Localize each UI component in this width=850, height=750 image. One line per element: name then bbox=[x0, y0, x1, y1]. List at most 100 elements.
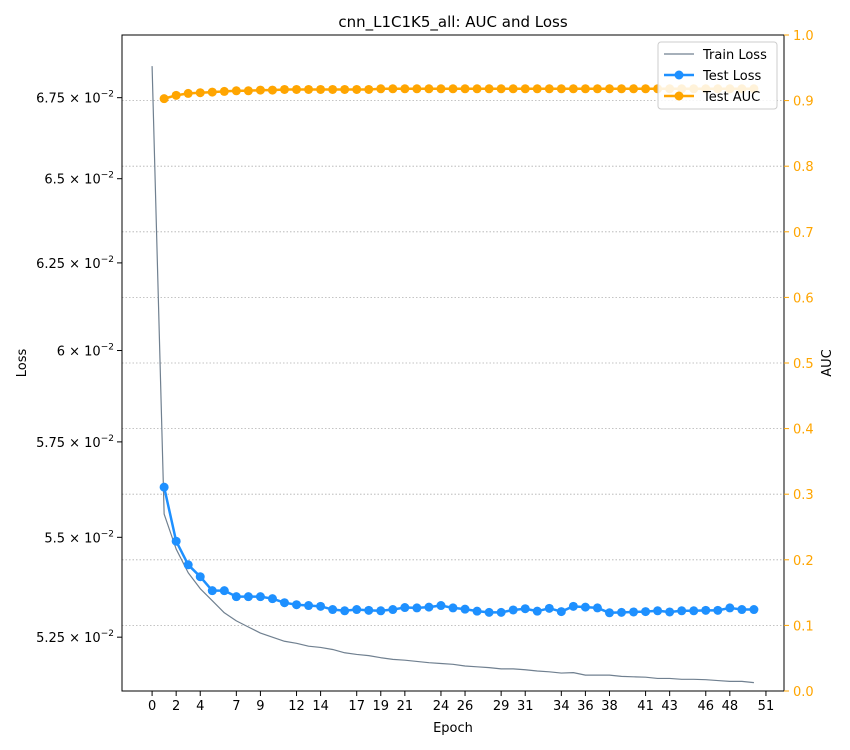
data-point-test-auc bbox=[255, 85, 265, 95]
data-point-test-loss bbox=[496, 607, 506, 617]
data-point-test-loss bbox=[376, 606, 386, 616]
data-point-test-loss bbox=[641, 607, 651, 617]
data-point-test-auc bbox=[376, 84, 386, 94]
data-point-test-auc bbox=[460, 84, 470, 94]
right-tick-label: 0.7 bbox=[793, 226, 814, 241]
data-point-test-loss bbox=[677, 606, 687, 616]
data-point-test-loss bbox=[304, 601, 314, 611]
data-point-test-auc bbox=[316, 84, 326, 94]
x-tick-label: 7 bbox=[232, 699, 240, 714]
data-point-test-auc bbox=[641, 84, 651, 94]
data-point-test-loss bbox=[689, 606, 699, 616]
data-point-test-auc bbox=[520, 84, 530, 94]
data-point-test-auc bbox=[231, 86, 241, 96]
data-point-test-loss bbox=[207, 586, 217, 596]
data-point-test-auc bbox=[364, 84, 374, 94]
data-point-test-auc bbox=[556, 84, 566, 94]
data-point-test-loss bbox=[544, 603, 554, 613]
data-point-test-loss bbox=[412, 603, 422, 613]
x-tick-label: 51 bbox=[758, 699, 775, 714]
data-point-test-loss bbox=[267, 594, 277, 604]
data-point-test-loss bbox=[279, 598, 289, 608]
x-tick-label: 2 bbox=[172, 699, 180, 714]
data-point-test-loss bbox=[484, 607, 494, 617]
data-point-test-auc bbox=[412, 84, 422, 94]
data-point-test-auc bbox=[424, 84, 434, 94]
left-y-axis-label: Loss bbox=[15, 349, 30, 378]
x-tick-label: 31 bbox=[517, 699, 534, 714]
data-point-test-auc bbox=[508, 84, 518, 94]
data-point-test-loss bbox=[460, 604, 470, 614]
data-point-test-loss bbox=[604, 608, 614, 618]
data-point-test-auc bbox=[544, 84, 554, 94]
data-point-test-auc bbox=[171, 90, 181, 100]
data-point-test-loss bbox=[316, 601, 326, 611]
right-tick-label: 0.3 bbox=[793, 488, 814, 503]
legend-marker-test-loss bbox=[674, 70, 684, 80]
data-point-test-auc bbox=[328, 84, 338, 94]
data-point-test-auc bbox=[388, 84, 398, 94]
data-point-test-loss bbox=[364, 605, 374, 615]
data-point-test-loss bbox=[653, 606, 663, 616]
series-layer bbox=[151, 66, 759, 684]
legend-marker-test-auc bbox=[674, 91, 684, 101]
right-y-axis: 0.0 0.1 0.2 0.3 0.4 0.5 0.6 0.7 0.8 0.9 1.0 bbox=[784, 29, 814, 700]
data-point-test-auc bbox=[448, 84, 458, 94]
x-tick-label: 9 bbox=[256, 699, 264, 714]
x-axis-label: Epoch bbox=[433, 721, 473, 736]
data-point-test-auc bbox=[267, 85, 277, 95]
x-tick-label: 43 bbox=[661, 699, 678, 714]
data-point-test-loss bbox=[436, 601, 446, 611]
data-point-test-auc bbox=[604, 84, 614, 94]
data-point-test-loss bbox=[665, 607, 675, 617]
right-tick-label: 0.4 bbox=[793, 423, 814, 438]
data-point-test-auc bbox=[617, 84, 627, 94]
series-line-train-loss bbox=[151, 66, 754, 684]
data-point-test-auc bbox=[568, 84, 578, 94]
data-point-test-loss bbox=[725, 603, 735, 613]
x-tick-label: 0 bbox=[148, 699, 156, 714]
data-point-test-loss bbox=[231, 592, 241, 602]
data-point-test-auc bbox=[243, 86, 253, 96]
data-point-test-auc bbox=[207, 87, 217, 97]
data-point-test-loss bbox=[388, 605, 398, 615]
right-tick-label: 0.9 bbox=[793, 95, 814, 110]
left-y-axis: 5.25 × 10−2 5.5 × 10−2 5.75 × 10−2 6 × 10−2… bbox=[36, 90, 122, 646]
right-tick-label: 0.6 bbox=[793, 291, 814, 306]
data-point-test-loss bbox=[352, 605, 362, 615]
right-y-axis-label: AUC bbox=[820, 349, 835, 377]
left-tick-label: 6.5 × 10−2 bbox=[44, 171, 114, 188]
left-tick-label: 5.5 × 10−2 bbox=[44, 529, 114, 546]
x-tick-label: 4 bbox=[196, 699, 204, 714]
legend: Train Loss Test Loss Test AUC bbox=[657, 41, 778, 110]
data-point-test-loss bbox=[400, 603, 410, 613]
data-point-test-loss bbox=[328, 605, 338, 615]
x-tick-label: 19 bbox=[373, 699, 390, 714]
data-point-test-loss bbox=[448, 603, 458, 613]
data-point-test-auc bbox=[484, 84, 494, 94]
x-tick-label: 38 bbox=[601, 699, 618, 714]
data-point-test-auc bbox=[279, 84, 289, 94]
legend-label-test-auc: Test AUC bbox=[702, 90, 760, 105]
data-point-test-loss bbox=[159, 482, 169, 492]
data-point-test-loss bbox=[617, 607, 627, 617]
data-point-test-loss bbox=[556, 607, 566, 617]
data-point-test-auc bbox=[580, 84, 590, 94]
data-point-test-loss bbox=[737, 605, 747, 615]
data-point-test-auc bbox=[436, 84, 446, 94]
data-point-test-loss bbox=[292, 600, 302, 610]
data-point-test-auc bbox=[592, 84, 602, 94]
right-tick-label: 1.0 bbox=[793, 29, 814, 44]
x-tick-label: 29 bbox=[493, 699, 510, 714]
legend-label-test-loss: Test Loss bbox=[702, 69, 761, 84]
data-point-test-loss bbox=[472, 606, 482, 616]
x-tick-label: 26 bbox=[457, 699, 474, 714]
data-point-test-loss bbox=[520, 604, 530, 614]
data-point-test-auc bbox=[292, 84, 302, 94]
right-tick-label: 0.8 bbox=[793, 160, 814, 175]
data-point-test-auc bbox=[352, 84, 362, 94]
data-point-test-auc bbox=[629, 84, 639, 94]
x-tick-label: 41 bbox=[637, 699, 654, 714]
legend-box bbox=[657, 41, 778, 110]
